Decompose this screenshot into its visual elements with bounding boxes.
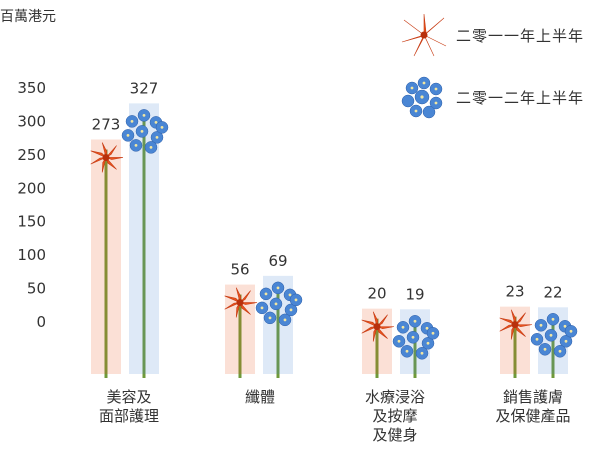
- category-label-products: 銷售護膚 及保健產品: [495, 388, 571, 425]
- legend-item-2012: 二零一二年上半年: [398, 74, 584, 120]
- blue-flower-icon: [401, 76, 443, 119]
- orange-flower-icon: [401, 13, 447, 57]
- bar-2012-2: [392, 309, 440, 378]
- bar-2011-1: [224, 284, 258, 378]
- bar-2011-3: [499, 306, 533, 378]
- unit-label: 百萬港元: [0, 9, 56, 25]
- value-label: 327: [130, 79, 159, 97]
- legend-item-2011: 二零一一年上半年: [398, 12, 584, 58]
- category-label-slimming: 纖體: [244, 388, 275, 406]
- y-tick-label: 50: [27, 280, 46, 298]
- bar-2012-3: [530, 307, 578, 378]
- bar-2011-0: [90, 139, 124, 378]
- value-label: 23: [505, 283, 524, 301]
- bar-2012-1: [255, 275, 303, 378]
- y-tick-label: 100: [17, 246, 46, 264]
- value-label: 22: [543, 283, 562, 301]
- value-label: 19: [405, 285, 424, 303]
- category-label-spa: 水療浸浴 及按摩 及健身: [364, 388, 425, 444]
- y-tick-label: 250: [17, 146, 46, 164]
- value-label: 20: [367, 285, 386, 303]
- value-label: 56: [230, 261, 249, 279]
- value-label: 273: [92, 115, 121, 133]
- y-tick-label: 150: [17, 213, 46, 231]
- category-label-beauty: 美容及 面部護理: [98, 388, 159, 425]
- y-tick-label: 350: [17, 79, 46, 97]
- y-tick-label: 0: [36, 313, 46, 331]
- value-label: 69: [268, 252, 287, 270]
- legend-label-2011: 二零一一年上半年: [456, 26, 585, 45]
- bar-2011-2: [361, 308, 395, 378]
- bar-2012-0: [121, 103, 169, 378]
- y-tick-label: 200: [17, 179, 46, 197]
- y-tick-label: 300: [17, 112, 46, 130]
- legend-label-2012: 二零一二年上半年: [456, 88, 585, 107]
